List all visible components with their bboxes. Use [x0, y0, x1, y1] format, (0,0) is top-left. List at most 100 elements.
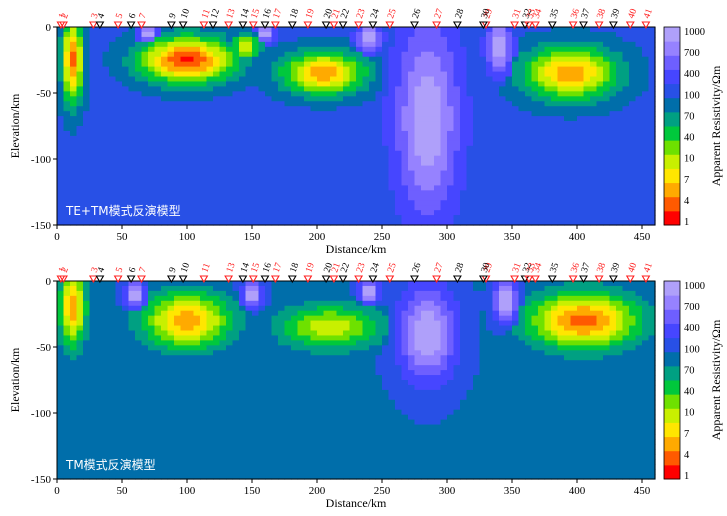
grid-cell — [473, 116, 481, 122]
station-label: 35 — [549, 7, 562, 20]
grid-cell — [408, 76, 416, 83]
grid-cell — [167, 51, 175, 58]
grid-cell — [200, 409, 208, 416]
grid-cell — [531, 180, 539, 186]
grid-cell — [232, 220, 240, 226]
grid-cell — [219, 76, 227, 83]
grid-cell — [206, 444, 214, 450]
grid-cell — [479, 170, 487, 177]
grid-cell — [622, 111, 630, 117]
grid-cell — [232, 325, 240, 332]
panel-title: TE+TM模式反演模型 — [65, 203, 181, 218]
grid-cell — [278, 195, 286, 201]
grid-cell — [154, 86, 162, 92]
grid-cell — [271, 101, 279, 107]
grid-cell — [590, 106, 598, 112]
grid-cell — [616, 86, 624, 92]
grid-cell — [206, 130, 214, 137]
grid-cell — [590, 81, 598, 87]
grid-cell — [629, 41, 637, 48]
grid-cell — [57, 399, 65, 406]
grid-cell — [96, 76, 104, 83]
grid-cell — [76, 155, 84, 162]
grid-cell — [447, 195, 455, 201]
grid-cell — [128, 370, 136, 376]
grid-cell — [206, 220, 214, 226]
grid-cell — [63, 135, 71, 142]
grid-cell — [174, 61, 182, 68]
grid-cell — [252, 135, 260, 142]
grid-cell — [252, 205, 260, 211]
grid-cell — [135, 464, 143, 470]
grid-cell — [122, 71, 130, 78]
grid-cell — [161, 190, 169, 196]
grid-cell — [245, 76, 253, 83]
grid-cell — [206, 399, 214, 406]
grid-cell — [362, 46, 370, 53]
grid-cell — [226, 170, 234, 177]
grid-cell — [83, 190, 91, 196]
grid-cell — [76, 459, 84, 465]
grid-cell — [252, 116, 260, 122]
grid-cell — [57, 41, 65, 48]
grid-cell — [83, 210, 91, 216]
grid-cell — [401, 46, 409, 53]
grid-cell — [557, 205, 565, 211]
grid-cell — [310, 121, 318, 127]
grid-cell — [83, 56, 91, 63]
grid-cell — [375, 96, 383, 102]
grid-cell — [258, 200, 266, 206]
grid-cell — [336, 91, 344, 97]
grid-cell — [388, 71, 396, 78]
grid-cell — [63, 409, 71, 416]
grid-cell — [148, 190, 156, 196]
station-marker — [113, 21, 123, 30]
grid-cell — [434, 27, 442, 33]
grid-cell — [349, 81, 357, 87]
grid-cell — [616, 41, 624, 48]
grid-cell — [278, 200, 286, 206]
grid-cell — [135, 419, 143, 426]
grid-cell — [219, 71, 227, 78]
grid-cell — [492, 150, 500, 157]
grid-cell — [388, 205, 396, 211]
grid-cell — [187, 330, 195, 337]
grid-cell — [310, 190, 318, 196]
station-marker — [329, 21, 339, 30]
grid-cell — [141, 27, 149, 33]
grid-cell — [135, 27, 143, 33]
grid-cell — [570, 66, 578, 73]
grid-cell — [479, 56, 487, 63]
grid-cell — [622, 116, 630, 122]
grid-cell — [447, 210, 455, 216]
grid-cell — [648, 180, 656, 186]
grid-cell — [63, 215, 71, 221]
grid-cell — [349, 185, 357, 191]
grid-cell — [193, 409, 201, 416]
grid-cell — [135, 190, 143, 196]
grid-cell — [291, 145, 299, 152]
grid-cell — [505, 51, 513, 58]
grid-cell — [343, 195, 351, 201]
grid-cell — [278, 116, 286, 122]
grid-cell — [473, 61, 481, 68]
grid-cell — [57, 394, 65, 401]
grid-cell — [616, 155, 624, 162]
grid-cell — [219, 285, 227, 292]
grid-cell — [401, 51, 409, 58]
grid-cell — [271, 155, 279, 162]
grid-cell — [128, 205, 136, 211]
grid-cell — [570, 96, 578, 102]
grid-cell — [63, 315, 71, 322]
x-tick-label: 300 — [439, 231, 456, 243]
grid-cell — [63, 320, 71, 327]
grid-cell — [590, 195, 598, 201]
grid-cell — [336, 165, 344, 172]
grid-cell — [330, 140, 338, 147]
grid-cell — [440, 126, 448, 132]
grid-cell — [252, 111, 260, 117]
grid-cell — [70, 459, 78, 465]
grid-cell — [76, 170, 84, 177]
grid-cell — [70, 315, 78, 322]
grid-cell — [128, 66, 136, 73]
